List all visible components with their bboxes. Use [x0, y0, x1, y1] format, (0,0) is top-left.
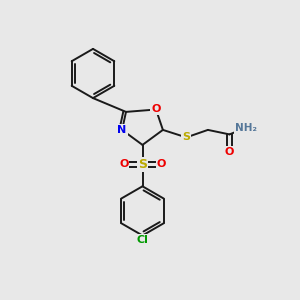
Text: O: O: [151, 104, 161, 115]
Text: O: O: [156, 159, 166, 170]
Text: S: S: [138, 158, 147, 171]
Text: O: O: [225, 147, 234, 157]
Text: O: O: [119, 159, 129, 170]
Text: S: S: [182, 132, 190, 142]
Text: NH₂: NH₂: [235, 123, 257, 133]
Text: N: N: [118, 125, 127, 135]
Text: Cl: Cl: [136, 235, 148, 245]
